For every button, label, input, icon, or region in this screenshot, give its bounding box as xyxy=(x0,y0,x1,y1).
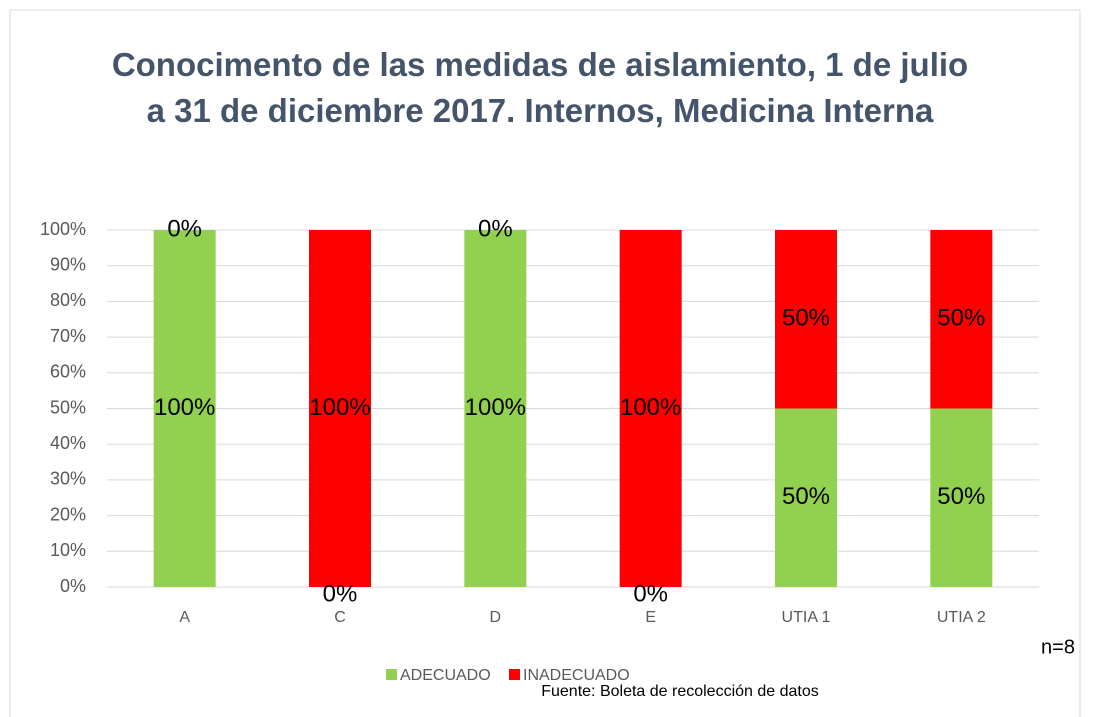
y-tick-label: 90% xyxy=(50,254,86,274)
data-label: 100% xyxy=(154,394,215,421)
x-tick-label: E xyxy=(645,609,656,626)
y-tick-label: 80% xyxy=(50,290,86,310)
y-tick-label: 10% xyxy=(50,540,86,560)
data-label: 50% xyxy=(937,305,985,332)
bar-segment xyxy=(775,408,837,587)
bar-segment xyxy=(309,230,371,587)
bar-segment xyxy=(153,230,216,587)
bar-segment xyxy=(930,408,993,587)
data-label: 0% xyxy=(167,215,202,242)
data-label: 100% xyxy=(309,394,370,421)
data-label: 0% xyxy=(633,580,668,607)
bar-segment xyxy=(775,230,837,409)
data-label: 0% xyxy=(478,215,513,242)
y-tick-label: 50% xyxy=(50,397,86,417)
legend-label: INADECUADO xyxy=(523,667,630,684)
annotation: n=8 xyxy=(1041,636,1075,658)
data-label: 50% xyxy=(782,305,830,332)
x-tick-label: UTIA 2 xyxy=(937,609,986,626)
y-tick-label: 70% xyxy=(50,326,86,346)
annotation: Fuente: Boleta de recolección de datos xyxy=(541,683,819,700)
bar-segment xyxy=(464,230,527,587)
chart-title: Conocimento de las medidas de aislamient… xyxy=(111,46,969,129)
y-tick-label: 30% xyxy=(50,469,86,489)
legend-label: ADECUADO xyxy=(400,667,491,684)
x-tick-label: D xyxy=(490,609,502,626)
data-label: 100% xyxy=(465,394,526,421)
legend-swatch xyxy=(386,669,397,680)
x-tick-label: UTIA 1 xyxy=(782,609,831,626)
legend-swatch xyxy=(509,669,520,680)
data-label: 50% xyxy=(937,483,985,510)
data-label: 50% xyxy=(782,483,830,510)
y-tick-label: 40% xyxy=(50,433,86,453)
y-tick-label: 20% xyxy=(50,504,86,524)
y-tick-label: 100% xyxy=(40,219,86,239)
data-label: 100% xyxy=(620,394,681,421)
x-tick-label: C xyxy=(334,609,346,626)
chart-border xyxy=(9,9,1081,717)
x-tick-label: A xyxy=(179,609,190,626)
y-tick-label: 60% xyxy=(50,362,86,382)
data-label: 0% xyxy=(323,580,358,607)
bar-segment xyxy=(930,230,993,409)
bar-segment xyxy=(619,230,682,587)
y-tick-label: 0% xyxy=(60,576,86,596)
